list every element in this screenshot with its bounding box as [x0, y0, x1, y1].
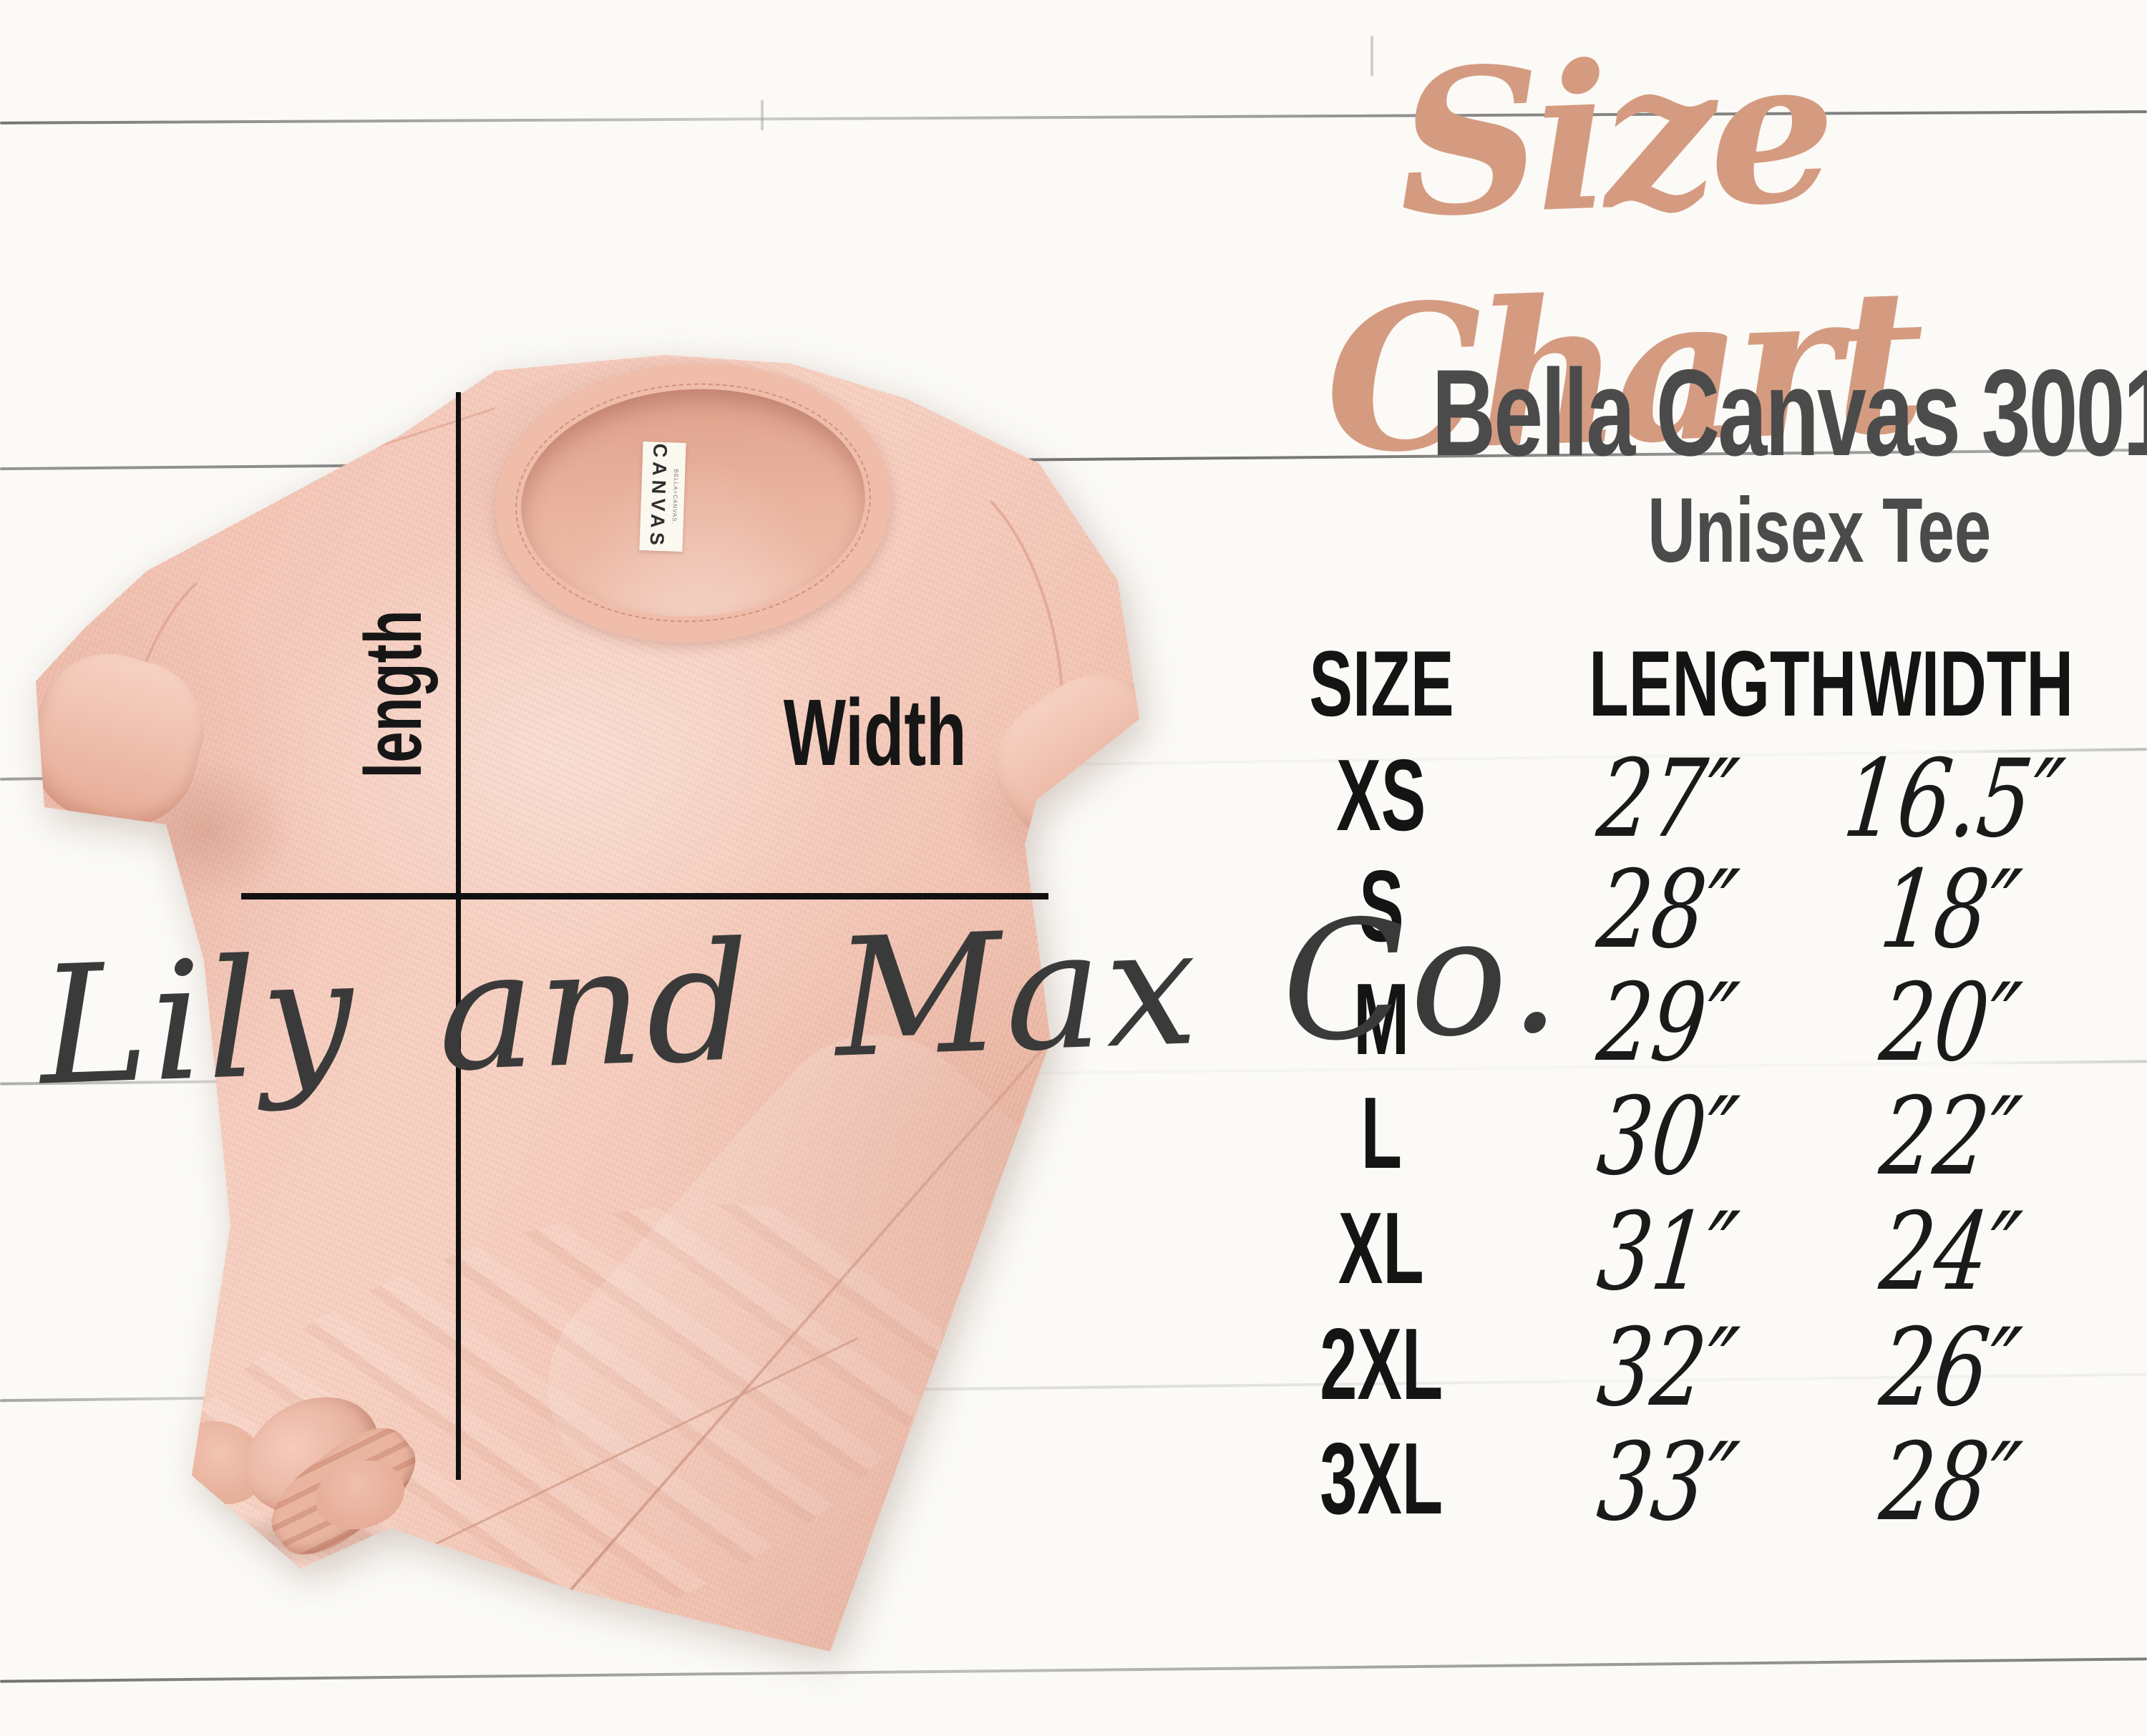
size-label: 3XL — [1320, 1422, 1443, 1536]
column-header-length: LENGTH — [1589, 631, 1857, 736]
size-label: 2XL — [1320, 1307, 1443, 1421]
neck-tag-brand: CANVAS — [646, 443, 671, 550]
width-value: 16.5″ — [1838, 737, 2070, 862]
neck-tag-subbrand: BELLA+CANVAS. — [671, 469, 680, 525]
width-label: Width — [783, 680, 967, 785]
product-subtitle: Unisex Tee — [1647, 479, 1991, 582]
length-value: 33″ — [1592, 1420, 1743, 1545]
length-value: 32″ — [1592, 1306, 1743, 1430]
product-name: Bella Canvas 3001 — [1431, 344, 2147, 482]
tshirt-photo: CANVAS BELLA+CANVAS. — [29, 351, 1174, 1689]
width-value: 28″ — [1874, 1420, 2026, 1545]
size-label: M — [1353, 962, 1410, 1076]
width-value: 18″ — [1874, 848, 2026, 972]
width-value: 20″ — [1874, 961, 2026, 1086]
neck-tag: CANVAS BELLA+CANVAS. — [639, 441, 686, 552]
column-header-width: WIDTH — [1859, 631, 2074, 736]
column-header-size: SIZE — [1308, 631, 1454, 736]
length-value: 28″ — [1592, 848, 1743, 972]
size-label: XS — [1336, 738, 1426, 852]
plank-joint — [1371, 36, 1373, 76]
size-label: S — [1358, 849, 1404, 963]
size-label: L — [1360, 1076, 1402, 1190]
length-measure-line — [456, 392, 461, 1480]
plank-joint — [761, 100, 764, 130]
length-value: 30″ — [1592, 1075, 1743, 1199]
size-label: XL — [1338, 1191, 1424, 1305]
length-label: length — [349, 610, 438, 779]
length-value: 31″ — [1592, 1190, 1743, 1315]
width-measure-line — [241, 893, 1048, 899]
length-value: 27″ — [1592, 737, 1743, 862]
width-value: 24″ — [1874, 1190, 2026, 1315]
width-value: 22″ — [1874, 1075, 2026, 1199]
length-value: 29″ — [1592, 961, 1743, 1086]
width-value: 26″ — [1874, 1306, 2026, 1430]
